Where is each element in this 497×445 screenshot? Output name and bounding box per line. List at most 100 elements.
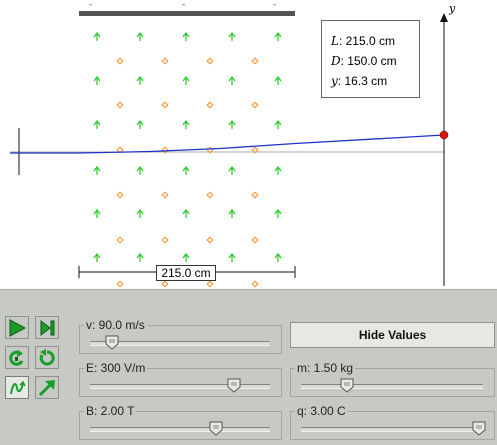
hide-values-button[interactable]: Hide Values xyxy=(290,322,495,348)
control-panel: v: 90.0 m/s Hide Values E: 300 V/m m: 1.… xyxy=(0,289,497,445)
value-row-D: D: 150.0 cm xyxy=(331,54,397,68)
electric-field-arrowhead xyxy=(136,253,144,259)
play-button[interactable] xyxy=(5,316,29,339)
particle[interactable] xyxy=(439,130,449,140)
electric-field-arrowhead xyxy=(136,166,144,172)
electric-field-arrowhead xyxy=(93,166,101,172)
electric-field-arrowhead xyxy=(228,76,236,82)
electric-field-arrowhead xyxy=(93,32,101,38)
reset-icon xyxy=(39,348,55,365)
magnetic-field-marker xyxy=(161,280,169,288)
electric-field-arrowhead xyxy=(274,32,282,38)
magnetic-field-marker xyxy=(251,236,259,244)
electric-field-arrowhead xyxy=(228,253,236,259)
simulation-canvas: - - - + + + y L: 215.0 cm D: 150.0 cm y:… xyxy=(10,0,456,304)
electric-field-arrowhead xyxy=(182,253,190,259)
electric-field-arrowhead xyxy=(228,209,236,215)
mass-slider-group: m: 1.50 kg xyxy=(290,362,495,397)
trace-toggle-button[interactable] xyxy=(5,376,29,399)
mass-slider-label: m: 1.50 kg xyxy=(295,361,356,375)
charge-slider-label: q: 3.00 C xyxy=(295,404,348,418)
rewind-button[interactable] xyxy=(5,346,29,369)
electric-field-arrowhead xyxy=(136,32,144,38)
magnetic-field-marker xyxy=(206,101,214,109)
electric-field-arrowhead xyxy=(182,166,190,172)
electric-field-arrowhead xyxy=(228,32,236,38)
velocity-slider-group: v: 90.0 m/s xyxy=(79,319,282,354)
y-axis-label: y xyxy=(449,2,456,15)
magnetic-field-slider-track[interactable] xyxy=(90,427,270,432)
magnetic-field-marker xyxy=(116,57,124,65)
magnetic-field-marker xyxy=(206,280,214,288)
electric-field-slider-label: E: 300 V/m xyxy=(84,361,148,375)
electric-field-arrowhead xyxy=(228,166,236,172)
value-row-L: L: 215.0 cm xyxy=(331,34,395,48)
electric-field-arrowhead xyxy=(274,209,282,215)
magnetic-field-marker xyxy=(116,236,124,244)
magnetic-field-marker xyxy=(161,191,169,199)
magnetic-field-marker xyxy=(206,191,214,199)
electric-field-arrowhead xyxy=(136,76,144,82)
y-axis-arrowhead xyxy=(440,13,448,22)
electric-field-slider-group: E: 300 V/m xyxy=(79,362,282,397)
magnetic-field-marker xyxy=(116,101,124,109)
electric-field-arrowhead xyxy=(136,209,144,215)
reset-button[interactable] xyxy=(35,346,59,369)
electric-field-arrowhead xyxy=(93,120,101,126)
vector-icon xyxy=(38,379,55,396)
electric-field-slider-thumb[interactable] xyxy=(227,378,241,393)
magnetic-field-marker xyxy=(206,57,214,65)
magnetic-field-marker xyxy=(251,146,259,154)
magnetic-field-marker xyxy=(161,101,169,109)
electric-field-arrowhead xyxy=(93,209,101,215)
electric-field-arrowhead xyxy=(182,209,190,215)
magnetic-field-marker xyxy=(116,146,124,154)
magnetic-field-marker xyxy=(251,57,259,65)
magnetic-field-marker xyxy=(116,191,124,199)
magnetic-field-marker xyxy=(251,191,259,199)
trace-icon xyxy=(10,380,26,394)
top-plate-sign: - xyxy=(273,0,277,10)
mass-slider-thumb[interactable] xyxy=(340,378,354,393)
step-button[interactable] xyxy=(35,316,59,339)
electric-field-slider-track[interactable] xyxy=(90,384,270,389)
simulation-drawing xyxy=(10,11,449,288)
velocity-slider-track[interactable] xyxy=(90,341,270,346)
charge-slider-track[interactable] xyxy=(301,427,483,432)
electric-field-arrowhead xyxy=(274,253,282,259)
value-row-y: y: 16.3 cm xyxy=(331,74,388,88)
vector-toggle-button[interactable] xyxy=(35,376,59,399)
magnetic-field-slider-label: B: 2.00 T xyxy=(84,404,137,418)
electric-field-arrowhead xyxy=(274,76,282,82)
play-icon xyxy=(9,318,26,337)
field-markers xyxy=(93,32,282,288)
electric-field-arrowhead xyxy=(274,120,282,126)
top-plate xyxy=(79,11,295,16)
electric-field-arrowhead xyxy=(182,32,190,38)
electric-field-arrowhead xyxy=(93,76,101,82)
electric-field-arrowhead xyxy=(93,253,101,259)
mass-slider-track[interactable] xyxy=(301,384,483,389)
electric-field-arrowhead xyxy=(274,166,282,172)
magnetic-field-slider-thumb[interactable] xyxy=(209,421,223,436)
top-plate-sign: - xyxy=(182,0,186,10)
charge-slider-group: q: 3.00 C xyxy=(290,405,495,440)
top-plate-sign: - xyxy=(89,0,93,10)
step-icon xyxy=(40,319,55,336)
electric-field-arrowhead xyxy=(136,120,144,126)
values-box: L: 215.0 cm D: 150.0 cm y: 16.3 cm xyxy=(321,20,420,98)
magnetic-field-marker xyxy=(116,280,124,288)
magnetic-field-slider-group: B: 2.00 T xyxy=(79,405,282,440)
magnetic-field-marker xyxy=(251,280,259,288)
magnetic-field-marker xyxy=(251,101,259,109)
electric-field-arrowhead xyxy=(182,120,190,126)
magnetic-field-marker xyxy=(161,236,169,244)
magnetic-field-marker xyxy=(206,236,214,244)
rewind-icon xyxy=(9,349,24,366)
electric-field-arrowhead xyxy=(228,120,236,126)
plate-length-label: 215.0 cm xyxy=(156,265,216,281)
electric-field-arrowhead xyxy=(182,76,190,82)
velocity-slider-label: v: 90.0 m/s xyxy=(84,318,147,332)
velocity-slider-thumb[interactable] xyxy=(105,335,119,350)
charge-slider-thumb[interactable] xyxy=(472,421,486,436)
